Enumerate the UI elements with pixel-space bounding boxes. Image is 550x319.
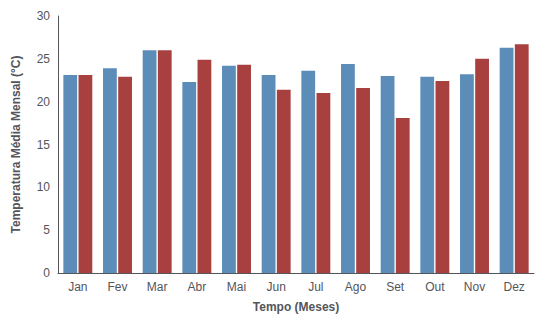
svg-text:5: 5: [43, 223, 50, 237]
svg-text:Mai: Mai: [227, 280, 246, 294]
svg-text:Jun: Jun: [266, 280, 285, 294]
svg-text:30: 30: [37, 9, 51, 23]
svg-text:Mar: Mar: [147, 280, 168, 294]
svg-text:Ago: Ago: [345, 280, 367, 294]
svg-text:Abr: Abr: [187, 280, 206, 294]
svg-text:Set: Set: [386, 280, 405, 294]
svg-text:Temperatura Média Mensal (°C): Temperatura Média Mensal (°C): [9, 56, 23, 234]
svg-text:Out: Out: [425, 280, 445, 294]
svg-text:25: 25: [37, 52, 51, 66]
svg-text:20: 20: [37, 95, 51, 109]
svg-text:Jul: Jul: [308, 280, 323, 294]
svg-text:15: 15: [37, 138, 51, 152]
svg-text:Dez: Dez: [503, 280, 524, 294]
svg-text:Nov: Nov: [464, 280, 485, 294]
svg-text:0: 0: [43, 266, 50, 280]
svg-text:Fev: Fev: [107, 280, 127, 294]
svg-text:Tempo (Meses): Tempo (Meses): [253, 300, 339, 314]
svg-text:Jan: Jan: [68, 280, 87, 294]
svg-text:10: 10: [37, 180, 51, 194]
